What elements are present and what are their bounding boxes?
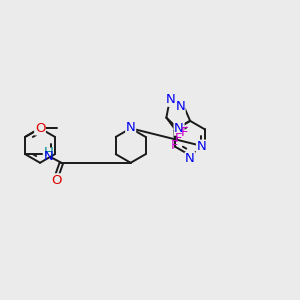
Text: F: F <box>171 139 178 152</box>
Text: N: N <box>166 93 176 106</box>
Text: N: N <box>185 152 195 165</box>
Text: N: N <box>174 122 184 135</box>
Text: H: H <box>43 146 53 159</box>
Text: O: O <box>35 122 45 135</box>
Text: F: F <box>175 132 182 145</box>
Text: N: N <box>44 150 53 163</box>
Text: F: F <box>181 126 188 139</box>
Text: O: O <box>51 174 62 187</box>
Text: N: N <box>126 121 136 134</box>
Text: N: N <box>196 140 206 153</box>
Text: N: N <box>175 100 185 113</box>
